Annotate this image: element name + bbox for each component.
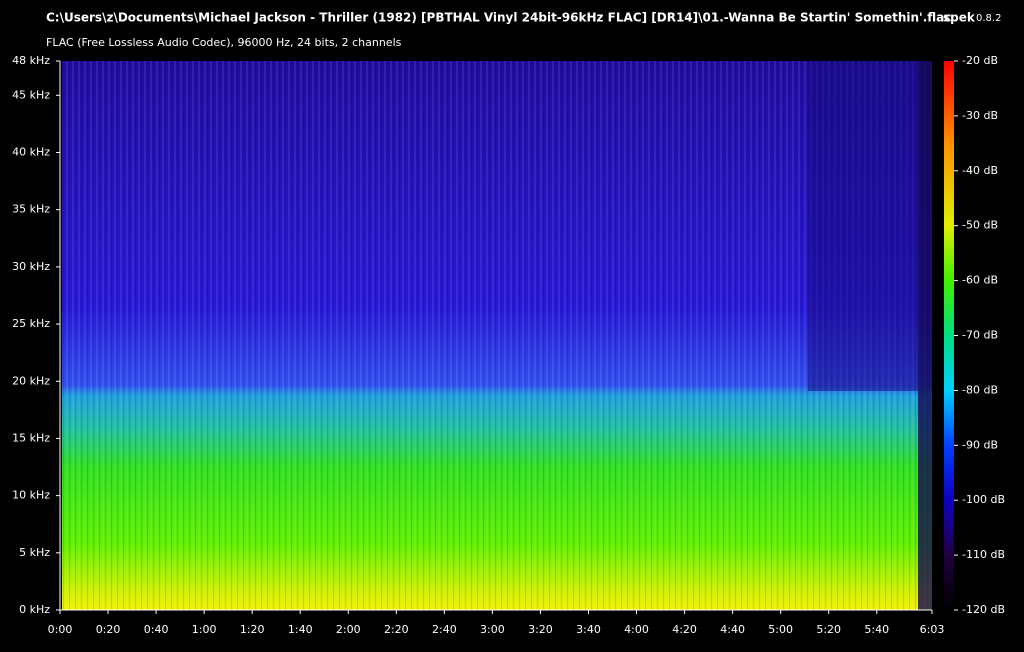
color-tick-label: -100 dB [962, 493, 1005, 506]
color-tick-label: -60 dB [962, 274, 998, 287]
color-tick-label: -120 dB [962, 603, 1005, 616]
x-tick-label: 4:40 [720, 623, 745, 636]
x-tick-label: 3:40 [576, 623, 601, 636]
y-tick-label: 40 kHz [12, 146, 50, 159]
x-tick-label: 4:20 [672, 623, 697, 636]
y-tick-label: 48 kHz [12, 54, 50, 67]
x-tick-label: 2:40 [432, 623, 457, 636]
color-tick-label: -50 dB [962, 219, 998, 232]
y-tick-label: 5 kHz [19, 546, 50, 559]
x-tick-label: 0:00 [48, 623, 73, 636]
app-version: 0.8.2 [976, 13, 1001, 24]
color-tick-label: -110 dB [962, 548, 1005, 561]
x-tick-label: 5:20 [816, 623, 841, 636]
x-tick-label: 0:20 [96, 623, 121, 636]
y-tick-label: 30 kHz [12, 260, 50, 273]
y-tick-label: 20 kHz [12, 374, 50, 387]
x-tick-label: 6:03 [920, 623, 945, 636]
file-info: FLAC (Free Lossless Audio Codec), 96000 … [46, 36, 402, 49]
color-tick-label: -90 dB [962, 438, 998, 451]
x-tick-label: 1:40 [288, 623, 313, 636]
x-tick-label: 5:00 [768, 623, 793, 636]
y-tick-label: 0 kHz [19, 603, 50, 616]
color-scale [944, 61, 954, 610]
x-tick-label: 2:20 [384, 623, 409, 636]
x-tick-label: 4:00 [624, 623, 649, 636]
x-tick-label: 3:00 [480, 623, 505, 636]
y-tick-label: 35 kHz [12, 203, 50, 216]
x-tick-label: 1:20 [240, 623, 265, 636]
x-tick-label: 5:40 [864, 623, 889, 636]
color-tick-label: -70 dB [962, 329, 998, 342]
x-tick-label: 2:00 [336, 623, 361, 636]
x-tick-label: 1:00 [192, 623, 217, 636]
color-tick-label: -30 dB [962, 109, 998, 122]
y-tick-label: 10 kHz [12, 489, 50, 502]
x-tick-label: 3:20 [528, 623, 553, 636]
color-tick-label: -80 dB [962, 383, 998, 396]
file-title: C:\Users\z\Documents\Michael Jackson - T… [46, 11, 951, 25]
y-tick-label: 15 kHz [12, 431, 50, 444]
x-tick-label: 0:40 [144, 623, 169, 636]
color-tick-label: -40 dB [962, 164, 998, 177]
color-tick-label: -20 dB [962, 54, 998, 67]
y-tick-label: 25 kHz [12, 317, 50, 330]
spectrogram [62, 61, 932, 610]
app-name: spek [943, 11, 976, 25]
y-tick-label: 45 kHz [12, 88, 50, 101]
